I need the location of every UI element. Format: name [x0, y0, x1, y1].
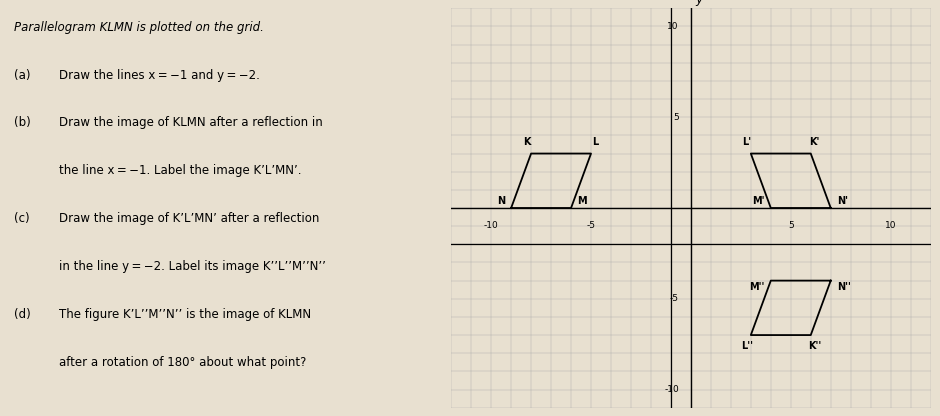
Text: 10: 10: [667, 22, 679, 31]
Text: K': K': [809, 137, 820, 147]
Text: the line x = −1. Label the image K’L’MN’.: the line x = −1. Label the image K’L’MN’…: [58, 164, 301, 177]
Text: Parallelogram KLMN is plotted on the grid.: Parallelogram KLMN is plotted on the gri…: [13, 21, 263, 34]
Text: y: y: [696, 0, 702, 6]
Text: (d): (d): [13, 308, 30, 321]
Text: 5: 5: [788, 221, 793, 230]
Text: (b): (b): [13, 116, 30, 129]
Text: M'': M'': [749, 282, 765, 292]
Text: -5: -5: [670, 294, 679, 303]
Text: L: L: [592, 137, 598, 147]
Text: N: N: [497, 196, 505, 206]
Text: after a rotation of 180° about what point?: after a rotation of 180° about what poin…: [58, 356, 306, 369]
Text: 10: 10: [885, 221, 897, 230]
Text: K: K: [524, 137, 531, 147]
Text: 5: 5: [673, 113, 679, 122]
Text: Draw the image of KLMN after a reflection in: Draw the image of KLMN after a reflectio…: [58, 116, 322, 129]
Text: -10: -10: [484, 221, 498, 230]
Text: -5: -5: [587, 221, 596, 230]
Text: in the line y = −2. Label its image K’’L’’M’’N’’: in the line y = −2. Label its image K’’L…: [58, 260, 325, 273]
Text: L'': L'': [741, 342, 753, 352]
Text: (c): (c): [13, 212, 29, 225]
Text: Draw the image of K’L’MN’ after a reflection: Draw the image of K’L’MN’ after a reflec…: [58, 212, 319, 225]
Text: -10: -10: [665, 385, 679, 394]
Text: M: M: [577, 196, 587, 206]
Text: Draw the lines x = −1 and y = −2.: Draw the lines x = −1 and y = −2.: [58, 69, 259, 82]
Text: N': N': [837, 196, 848, 206]
Text: The figure K’L’’M’’N’’ is the image of KLMN: The figure K’L’’M’’N’’ is the image of K…: [58, 308, 311, 321]
Text: M': M': [752, 196, 765, 206]
Text: N'': N'': [837, 282, 851, 292]
Text: L': L': [743, 137, 751, 147]
Text: (a): (a): [13, 69, 30, 82]
Text: K'': K'': [808, 342, 822, 352]
